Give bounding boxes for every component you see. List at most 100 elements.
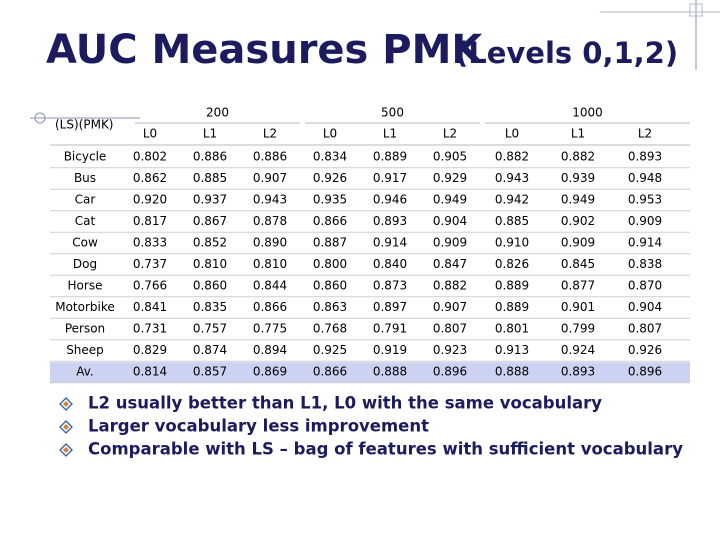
cell-value: 0.889 (495, 300, 529, 314)
cell-value: 0.874 (193, 343, 227, 357)
cell-value: 0.893 (628, 150, 662, 164)
cell-value: 0.834 (313, 150, 347, 164)
cell-value: 0.862 (133, 171, 167, 185)
cell-value: 0.882 (561, 150, 595, 164)
decor-box (689, 3, 703, 17)
cell-value: 0.907 (433, 300, 467, 314)
cell-value: 0.926 (628, 343, 662, 357)
cell-value: 0.901 (561, 300, 595, 314)
cell-value: 0.737 (133, 257, 167, 271)
row-label: Sheep (66, 343, 104, 357)
cell-value: 0.929 (433, 171, 467, 185)
cell-value: 0.910 (495, 236, 529, 250)
cell-value: 0.852 (193, 236, 227, 250)
row-label: Av. (76, 365, 94, 379)
cell-value: 0.894 (253, 343, 287, 357)
cell-value: 0.923 (433, 343, 467, 357)
cell-value: 0.826 (495, 257, 529, 271)
row-label: Person (65, 322, 105, 336)
cell-value: 0.860 (313, 279, 347, 293)
cell-value: 0.897 (373, 300, 407, 314)
group-header: 200 (206, 106, 229, 120)
cell-value: 0.902 (561, 214, 595, 228)
cell-value: 0.844 (253, 279, 287, 293)
cell-value: 0.887 (313, 236, 347, 250)
cell-value: 0.870 (628, 279, 662, 293)
cell-value: 0.814 (133, 365, 167, 379)
cell-value: 0.914 (373, 236, 407, 250)
cell-value: 0.893 (373, 214, 407, 228)
corner-label: (LS)(PMK) (55, 118, 114, 132)
cell-value: 0.946 (373, 193, 407, 207)
cell-value: 0.905 (433, 150, 467, 164)
cell-value: 0.857 (193, 365, 227, 379)
cell-value: 0.942 (495, 193, 529, 207)
group-header: 500 (381, 106, 404, 120)
cell-value: 0.925 (313, 343, 347, 357)
cell-value: 0.909 (628, 214, 662, 228)
cell-value: 0.926 (313, 171, 347, 185)
decor-circle (34, 112, 46, 124)
cell-value: 0.840 (373, 257, 407, 271)
cell-value: 0.882 (495, 150, 529, 164)
cell-value: 0.917 (373, 171, 407, 185)
cell-value: 0.949 (433, 193, 467, 207)
cell-value: 0.801 (495, 322, 529, 336)
row-label: Cow (72, 236, 98, 250)
bullet-icon-inner (63, 424, 69, 430)
cell-value: 0.939 (561, 171, 595, 185)
level-header: L0 (143, 127, 157, 141)
row-label: Motorbike (55, 300, 115, 314)
cell-value: 0.802 (133, 150, 167, 164)
cell-value: 0.833 (133, 236, 167, 250)
cell-value: 0.889 (373, 150, 407, 164)
cell-value: 0.919 (373, 343, 407, 357)
cell-value: 0.886 (193, 150, 227, 164)
cell-value: 0.878 (253, 214, 287, 228)
cell-value: 0.799 (561, 322, 595, 336)
cell-value: 0.909 (561, 236, 595, 250)
title: AUC Measures PMK (46, 27, 484, 73)
cell-value: 0.838 (628, 257, 662, 271)
cell-value: 0.907 (253, 171, 287, 185)
cell-value: 0.882 (433, 279, 467, 293)
cell-value: 0.920 (133, 193, 167, 207)
cell-value: 0.935 (313, 193, 347, 207)
cell-value: 0.890 (253, 236, 287, 250)
level-header: L2 (443, 127, 457, 141)
cell-value: 0.847 (433, 257, 467, 271)
level-header: L2 (263, 127, 277, 141)
cell-value: 0.817 (133, 214, 167, 228)
cell-value: 0.810 (253, 257, 287, 271)
cell-value: 0.866 (313, 214, 347, 228)
cell-value: 0.768 (313, 322, 347, 336)
cell-value: 0.866 (253, 300, 287, 314)
cell-value: 0.810 (193, 257, 227, 271)
cell-value: 0.873 (373, 279, 407, 293)
cell-value: 0.869 (253, 365, 287, 379)
cell-value: 0.888 (373, 365, 407, 379)
cell-value: 0.889 (495, 279, 529, 293)
cell-value: 0.877 (561, 279, 595, 293)
cell-value: 0.885 (495, 214, 529, 228)
group-header: 1000 (572, 106, 603, 120)
cell-value: 0.924 (561, 343, 595, 357)
cell-value: 0.800 (313, 257, 347, 271)
cell-value: 0.949 (561, 193, 595, 207)
cell-value: 0.766 (133, 279, 167, 293)
cell-value: 0.886 (253, 150, 287, 164)
bullet-icon-inner (63, 447, 69, 453)
row-label: Horse (68, 279, 103, 293)
bullet-text: Comparable with LS – bag of features wit… (88, 440, 683, 459)
cell-value: 0.943 (253, 193, 287, 207)
average-background (50, 362, 690, 383)
level-header: L0 (323, 127, 337, 141)
bullet-icon-inner (63, 401, 69, 407)
cell-value: 0.841 (133, 300, 167, 314)
cell-value: 0.904 (433, 214, 467, 228)
cell-value: 0.896 (433, 365, 467, 379)
cell-value: 0.731 (133, 322, 167, 336)
cell-value: 0.835 (193, 300, 227, 314)
row-label: Bicycle (64, 150, 107, 164)
